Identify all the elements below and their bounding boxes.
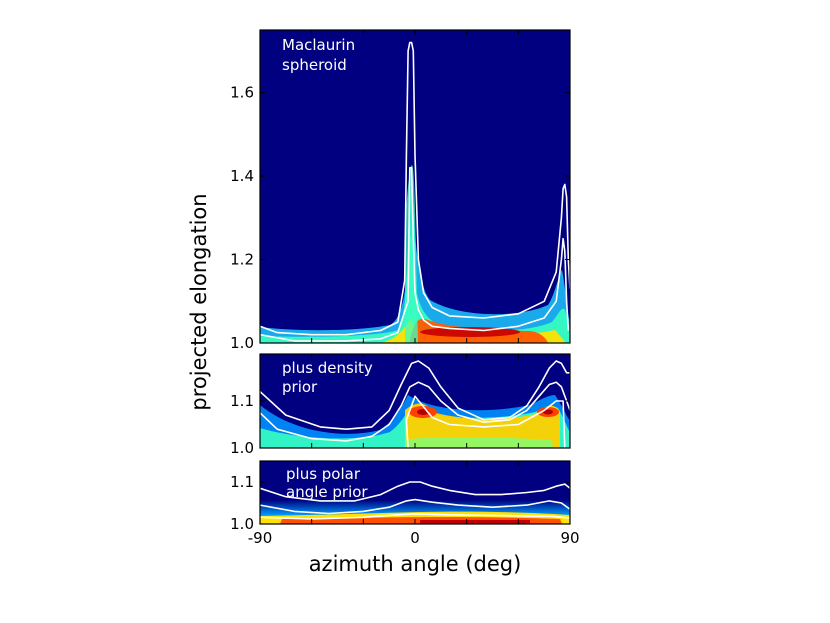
maclaurin-ytick-label: 1.0 (230, 334, 254, 352)
panel-density-prior-contours (260, 360, 570, 448)
panel-polar-prior-label-line2: angle prior (286, 483, 368, 501)
density2-floor (405, 436, 553, 448)
polar-prior-contour-core (260, 513, 570, 520)
xtick-label: -90 (248, 529, 273, 547)
panel-density-prior-label-line2: prior (282, 378, 318, 396)
density-prior-ytick-label: 1.1 (230, 392, 254, 410)
panel-density-prior-heatmap (260, 395, 570, 448)
panel-density-prior-y-ticks: 1.0 1.1 (230, 354, 570, 457)
polar-prior-contour-outer (260, 481, 570, 502)
maclaurin-ytick-label: 1.6 (230, 84, 254, 102)
maclaurin-ytick-label: 1.4 (230, 167, 254, 185)
x-axis-title: azimuth angle (deg) (309, 552, 522, 576)
polar-prior-contour-inner (260, 498, 570, 515)
panel-maclaurin-label-line1: Maclaurin (282, 36, 355, 54)
panel-polar-prior-label-line1: plus polar (286, 465, 361, 483)
panel-density-prior: 1.0 1.1 plus density prior (230, 353, 571, 457)
density3-peak-core (420, 520, 530, 524)
maclaurin-ytick-label: 1.2 (230, 251, 254, 269)
polar-prior-ytick-label: 1.1 (230, 473, 254, 491)
panel-maclaurin: 1.0 1.2 1.4 1.6 Maclaurin spheroid (230, 29, 571, 352)
panel-polar-prior-contours (260, 481, 570, 520)
xtick-label: 90 (560, 529, 579, 547)
density-prior-contour-core (405, 395, 566, 448)
y-axis-title: projected elongation (187, 193, 211, 410)
panel-maclaurin-contours (260, 41, 570, 342)
panel-maclaurin-label-line2: spheroid (282, 56, 347, 74)
panel-maclaurin-y-ticks: 1.0 1.2 1.4 1.6 (230, 30, 570, 352)
density2-band-inner (405, 403, 560, 448)
xtick-label: 0 (410, 529, 420, 547)
panel-polar-prior-y-ticks: 1.0 1.1 (230, 461, 570, 533)
density-prior-ytick-label: 1.0 (230, 439, 254, 457)
panel-density-prior-label-line1: plus density (282, 359, 373, 377)
density-prior-contour-inner (260, 381, 570, 442)
density2-peak-right-core (543, 409, 553, 415)
maclaurin-contour-inner (260, 166, 570, 342)
x-axis-ticks: -90 0 90 (248, 529, 580, 547)
polar-prior-ytick-label: 1.0 (230, 515, 254, 533)
maclaurin-contour-outer (260, 41, 570, 336)
density-prior-contour-outer (260, 360, 570, 430)
panel-polar-prior: 1.0 1.1 plus polar angle prior (230, 460, 571, 533)
